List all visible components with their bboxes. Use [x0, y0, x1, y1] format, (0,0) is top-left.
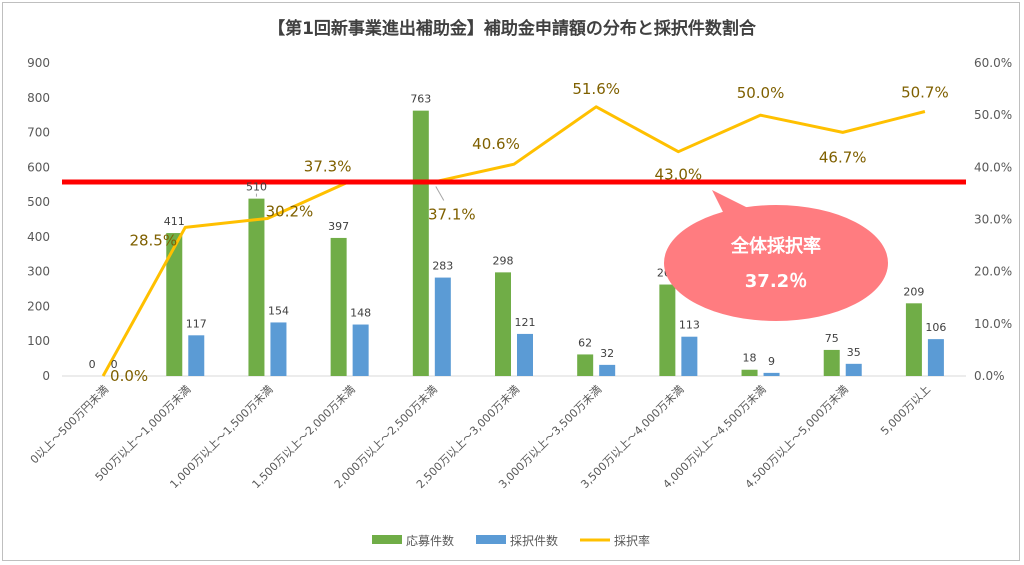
- bar-adopted: [188, 335, 205, 376]
- bar-data-label: 411: [164, 215, 185, 228]
- bar-applications: [741, 369, 758, 376]
- y-tick-label: 700: [27, 126, 50, 140]
- bar-data-label: 113: [679, 319, 700, 332]
- bar-data-label: 121: [515, 316, 536, 329]
- bar-data-label: 298: [493, 254, 514, 267]
- bar-adopted: [270, 322, 287, 376]
- bar-data-label: 35: [847, 346, 861, 359]
- bar-data-label: 283: [432, 260, 453, 273]
- y2-tick-label: 20.0%: [974, 265, 1012, 279]
- bar-data-label: 32: [600, 347, 614, 360]
- rate-data-label: 50.0%: [737, 84, 785, 102]
- y-tick-label: 400: [27, 230, 50, 244]
- y2-tick-label: 60.0%: [974, 56, 1012, 70]
- bar-data-label: 763: [410, 93, 431, 106]
- bar-adopted: [763, 372, 780, 376]
- bar-data-label: 106: [925, 321, 946, 334]
- rate-data-label: 50.7%: [901, 84, 949, 102]
- bar-data-label: 154: [268, 304, 289, 317]
- bar-data-label: 148: [350, 307, 371, 320]
- bar-adopted: [845, 363, 862, 376]
- bar-data-label: 0: [89, 358, 96, 371]
- y2-tick-label: 30.0%: [974, 213, 1012, 227]
- y2-tick-label: 10.0%: [974, 317, 1012, 331]
- bar-applications: [330, 237, 347, 376]
- bar-data-label: 75: [825, 332, 839, 345]
- chart-title: 【第1回新事業進出補助金】補助金申請額の分布と採択件数割合: [268, 19, 756, 39]
- bar-applications: [248, 198, 265, 376]
- bar-adopted: [434, 277, 451, 376]
- legend-label: 応募件数: [406, 533, 454, 548]
- legend-swatch: [372, 535, 402, 544]
- category-label: 5,000万以上: [878, 383, 933, 438]
- bar-adopted: [517, 333, 533, 376]
- legend-label: 採択率: [614, 533, 650, 548]
- y-tick-label: 900: [27, 56, 50, 70]
- y-tick-label: 200: [27, 299, 50, 313]
- bar-applications: [659, 284, 676, 376]
- y-tick-label: 100: [27, 334, 50, 348]
- y-tick-label: 0: [42, 369, 50, 383]
- rate-data-label: 37.3%: [304, 157, 352, 175]
- rate-data-label: 30.2%: [266, 202, 314, 220]
- y-tick-label: 600: [27, 160, 50, 174]
- rate-data-label: 40.6%: [472, 135, 520, 153]
- category-label: 500万以上～1,000万未満: [93, 383, 194, 484]
- rate-line: [101, 105, 926, 377]
- bar-data-label: 117: [186, 317, 207, 330]
- rate-data-label: 28.5%: [129, 231, 177, 249]
- bar-data-label: 18: [743, 352, 757, 365]
- y-tick-label: 800: [27, 91, 50, 105]
- rate-data-label: 51.6%: [572, 80, 620, 98]
- rate-data-label: 0.0%: [110, 367, 148, 385]
- callout-bubble: [664, 205, 888, 321]
- leader-line: [435, 186, 445, 201]
- bar-adopted: [599, 364, 616, 376]
- bar-data-label: 397: [328, 220, 349, 233]
- legend-swatch: [476, 535, 506, 544]
- y2-tick-label: 40.0%: [974, 160, 1012, 174]
- y-tick-label: 300: [27, 265, 50, 279]
- rate-data-label: 46.7%: [819, 148, 867, 166]
- callout-title: 全体採択率: [730, 235, 821, 257]
- y-tick-label: 500: [27, 195, 50, 209]
- bar-applications: [905, 303, 922, 376]
- bar-applications: [495, 272, 511, 376]
- bar-data-label: 62: [578, 336, 592, 349]
- bar-data-label: 209: [903, 285, 924, 298]
- rate-data-label: 43.0%: [655, 166, 703, 184]
- category-label: 0以上～500万円未満: [28, 383, 111, 466]
- y2-tick-label: 50.0%: [974, 108, 1012, 122]
- legend-label: 採択件数: [510, 533, 558, 548]
- bar-applications: [823, 349, 840, 376]
- callout-value: 37.2％: [745, 271, 807, 292]
- bar-data-label: 0: [111, 358, 118, 371]
- bar-data-label: 510: [246, 181, 267, 194]
- bar-data-label: 9: [768, 355, 775, 368]
- rate-data-label: 37.1%: [428, 205, 476, 223]
- bar-adopted: [352, 324, 369, 376]
- bar-applications: [412, 110, 429, 376]
- bar-adopted: [927, 339, 944, 376]
- bar-adopted: [681, 336, 698, 376]
- y2-tick-label: 0.0%: [974, 369, 1005, 383]
- bar-applications: [577, 354, 594, 376]
- bar-applications: [166, 233, 183, 376]
